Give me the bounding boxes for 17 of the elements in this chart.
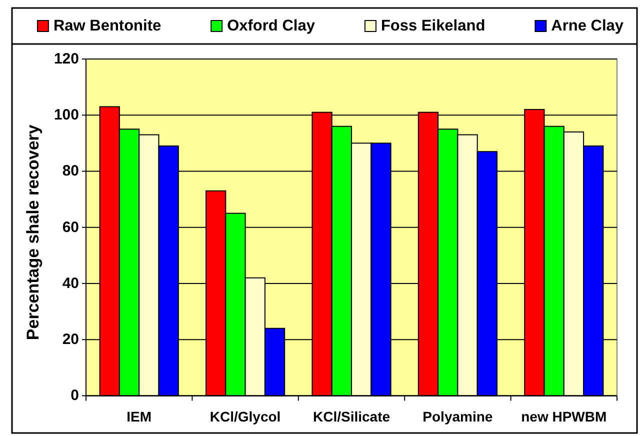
x-tick-label: KCl/Silicate (312, 408, 390, 425)
y-axis-title: Percentage shale recovery (24, 124, 42, 340)
y-tick-label: 100 (54, 106, 79, 124)
x-tick-label: IEM (126, 408, 152, 425)
legend-label: Arne Clay (551, 18, 624, 34)
legend-label: Foss Eikeland (380, 18, 486, 34)
x-tick-label: new HPWBM (521, 408, 607, 425)
y-tick-label: 0 (70, 387, 79, 404)
legend-label: Raw Bentonite (53, 18, 162, 34)
y-tick-label: 40 (62, 274, 79, 292)
y-tick-label: 120 (54, 50, 79, 68)
x-tick-label: Polyamine (422, 408, 493, 425)
y-tick-label: 20 (62, 331, 79, 348)
x-tick-label: KCl/Glycol (210, 408, 281, 425)
legend-label: Oxford Clay (227, 18, 316, 34)
y-tick-label: 60 (62, 218, 79, 236)
y-tick-label: 80 (62, 162, 79, 180)
